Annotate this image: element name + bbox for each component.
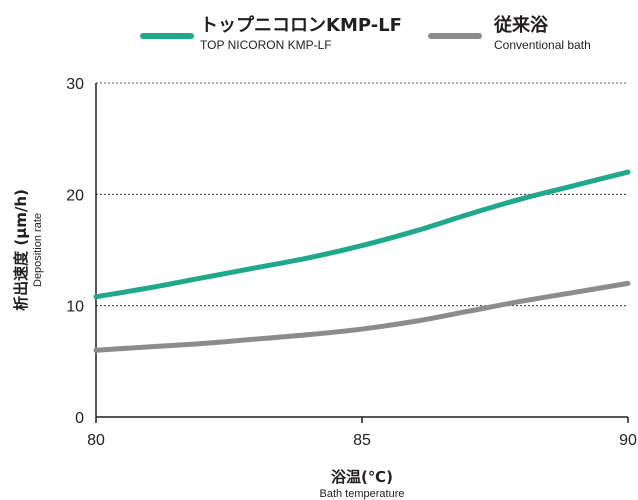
legend-swatch-conventional	[428, 33, 482, 39]
x-tick-label-90: 90	[619, 432, 637, 449]
legend-swatch-kmp-lf	[140, 33, 194, 39]
y-axis-title: 析出速度 (μm/h)	[12, 189, 30, 311]
legend-label-conventional: 従来浴	[494, 15, 548, 36]
legend-sublabel-conventional: Conventional bath	[494, 38, 591, 52]
legend-sublabel-kmp-lf: TOP NICORON KMP-LF	[200, 38, 332, 52]
y-axis-subtitle: Deposition rate	[32, 213, 44, 287]
x-ticks: 80 85 90	[87, 417, 637, 449]
axes	[95, 83, 628, 418]
legend-item-kmp-lf: トップニコロンKMP-LF TOP NICORON KMP-LF	[134, 6, 424, 52]
x-tick-label-80: 80	[87, 432, 105, 449]
grid-lines	[96, 82, 628, 307]
y-tick-label-20: 20	[66, 187, 84, 204]
y-tick-label-0: 0	[75, 410, 84, 427]
x-axis-subtitle: Bath temperature	[320, 488, 405, 500]
legend-label-kmp-lf: トップニコロンKMP-LF	[200, 15, 402, 36]
legend-item-conventional: 従来浴 Conventional bath	[428, 6, 634, 52]
x-axis-title: 浴温(℃)	[331, 468, 393, 486]
y-tick-label-30: 30	[66, 76, 84, 93]
series-line-conventional	[93, 280, 631, 353]
series-lines	[93, 169, 631, 353]
x-tick-label-85: 85	[353, 432, 371, 449]
y-ticks: 0 10 20 30	[66, 76, 84, 427]
y-tick-label-10: 10	[66, 299, 84, 316]
series-line-kmp-lf	[93, 169, 631, 300]
